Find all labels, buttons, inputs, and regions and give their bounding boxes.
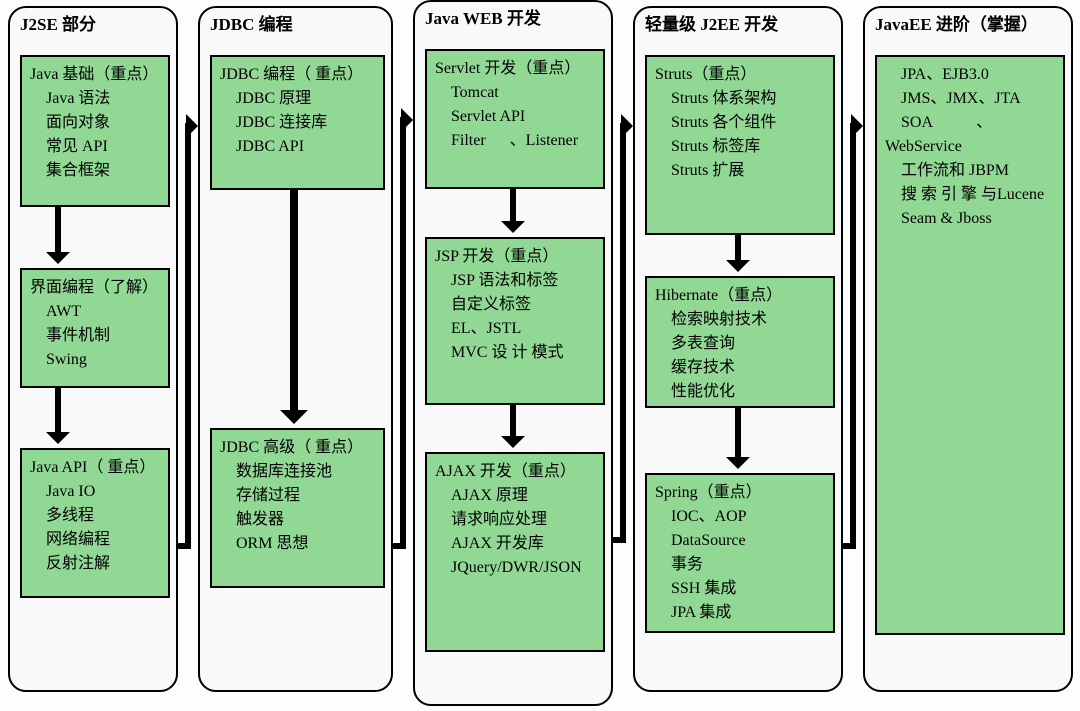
column-c4: 轻量级 J2EE 开发 Struts（重点） Struts 体系架构 Struts…	[633, 6, 843, 692]
column-title: Java WEB 开发	[425, 8, 601, 30]
arrow-shaft	[55, 388, 61, 432]
arrow-shaft	[510, 189, 516, 221]
box-b43: Spring（重点） IOC、AOP DataSource 事务 SSH 集成 …	[645, 473, 835, 633]
diagram-canvas: J2SE 部分 Java 基础（重点） Java 语法 面向对象 常见 API 集…	[0, 0, 1080, 711]
arrow-head-down	[280, 410, 308, 424]
column-title: 轻量级 J2EE 开发	[645, 14, 831, 36]
box-b41: Struts（重点） Struts 体系架构 Struts 各个组件 Strut…	[645, 55, 835, 235]
arrow-shaft	[290, 190, 298, 410]
arrow-shaft	[55, 206, 61, 252]
column-title: JDBC 编程	[210, 14, 381, 36]
column-c5: JavaEE 进阶（掌握） JPA、EJB3.0 JMS、JMX、JTA SOA…	[863, 6, 1073, 692]
arrow-head-down	[726, 260, 750, 272]
column-title: J2SE 部分	[20, 14, 166, 36]
conn-seg	[400, 117, 406, 549]
arrow-head-right	[401, 108, 413, 132]
conn-seg	[850, 123, 856, 549]
box-b12: 界面编程（了解） AWT 事件机制 Swing	[20, 268, 170, 388]
arrow-head-right	[621, 114, 633, 138]
box-b22: JDBC 高级（ 重点） 数据库连接池 存储过程 触发器 ORM 思想	[210, 428, 385, 588]
column-title: JavaEE 进阶（掌握）	[875, 14, 1061, 36]
box-b42: Hibernate（重点） 检索映射技术 多表查询 缓存技术 性能优化	[645, 276, 835, 408]
arrow-head-down	[501, 436, 525, 448]
arrow-head-down	[501, 221, 525, 233]
arrow-head-down	[46, 432, 70, 444]
arrow-head-right	[186, 114, 198, 138]
box-b33: AJAX 开发（重点） AJAX 原理 请求响应处理 AJAX 开发库 JQue…	[425, 452, 605, 652]
arrow-head-down	[726, 457, 750, 469]
conn-seg	[185, 123, 191, 549]
box-b51: JPA、EJB3.0 JMS、JMX、JTA SOA 、WebService 工…	[875, 55, 1065, 635]
column-c3: Java WEB 开发 Servlet 开发（重点） Tomcat Servlet…	[413, 0, 613, 706]
box-b13: Java API（ 重点） Java IO 多线程 网络编程 反射注解	[20, 448, 170, 598]
column-c1: J2SE 部分 Java 基础（重点） Java 语法 面向对象 常见 API 集…	[8, 6, 178, 692]
arrow-shaft	[510, 405, 516, 436]
box-b11: Java 基础（重点） Java 语法 面向对象 常见 API 集合框架	[20, 55, 170, 207]
arrow-head-down	[46, 252, 70, 264]
conn-seg	[620, 123, 626, 543]
arrow-shaft	[735, 235, 741, 260]
box-b31: Servlet 开发（重点） Tomcat Servlet API Filter…	[425, 49, 605, 189]
box-b21: JDBC 编程（ 重点） JDBC 原理 JDBC 连接库 JDBC API	[210, 55, 385, 190]
box-b32: JSP 开发（重点） JSP 语法和标签 自定义标签 EL、JSTL MVC 设…	[425, 237, 605, 405]
arrow-head-right	[851, 114, 863, 138]
arrow-shaft	[735, 408, 741, 457]
